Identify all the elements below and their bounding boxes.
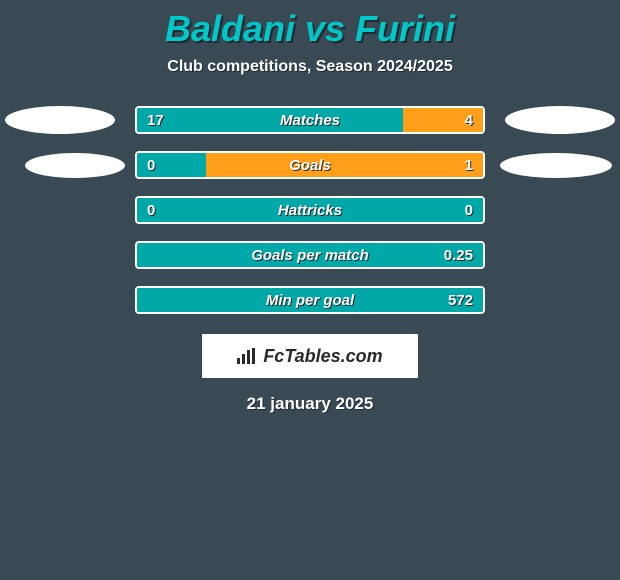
player-left-ellipse bbox=[5, 106, 115, 134]
fctables-logo: FcTables.com bbox=[202, 334, 418, 378]
stat-row: Matches174 bbox=[0, 106, 620, 134]
date-label: 21 january 2025 bbox=[0, 394, 620, 414]
player-left-ellipse bbox=[25, 153, 125, 178]
player-right-ellipse bbox=[505, 106, 615, 134]
bar-segment-right bbox=[206, 153, 483, 177]
bar-segment-left bbox=[137, 108, 403, 132]
bar-segment-left bbox=[137, 153, 206, 177]
bar-segment-neutral bbox=[137, 288, 483, 312]
stat-row: Goals01 bbox=[0, 151, 620, 179]
logo-text: FcTables.com bbox=[263, 346, 382, 367]
player-right-ellipse bbox=[500, 153, 612, 178]
stat-bar: Min per goal572 bbox=[135, 286, 485, 314]
stat-rows: Matches174 Goals01 Hattricks00 Goals per ma… bbox=[0, 106, 620, 314]
stat-bar: Goals per match0.25 bbox=[135, 241, 485, 269]
stat-bar: Hattricks00 bbox=[135, 196, 485, 224]
bar-chart-icon bbox=[237, 348, 257, 364]
bar-segment-right bbox=[403, 108, 483, 132]
stat-bar: Matches174 bbox=[135, 106, 485, 134]
stat-bar: Goals01 bbox=[135, 151, 485, 179]
stat-row: Goals per match0.25 bbox=[0, 241, 620, 269]
stat-row: Hattricks00 bbox=[0, 196, 620, 224]
bar-segment-neutral bbox=[137, 198, 483, 222]
subtitle: Club competitions, Season 2024/2025 bbox=[0, 58, 620, 76]
bar-segment-neutral bbox=[137, 243, 483, 267]
stat-row: Min per goal572 bbox=[0, 286, 620, 314]
title: Baldani vs Furini bbox=[0, 0, 620, 50]
